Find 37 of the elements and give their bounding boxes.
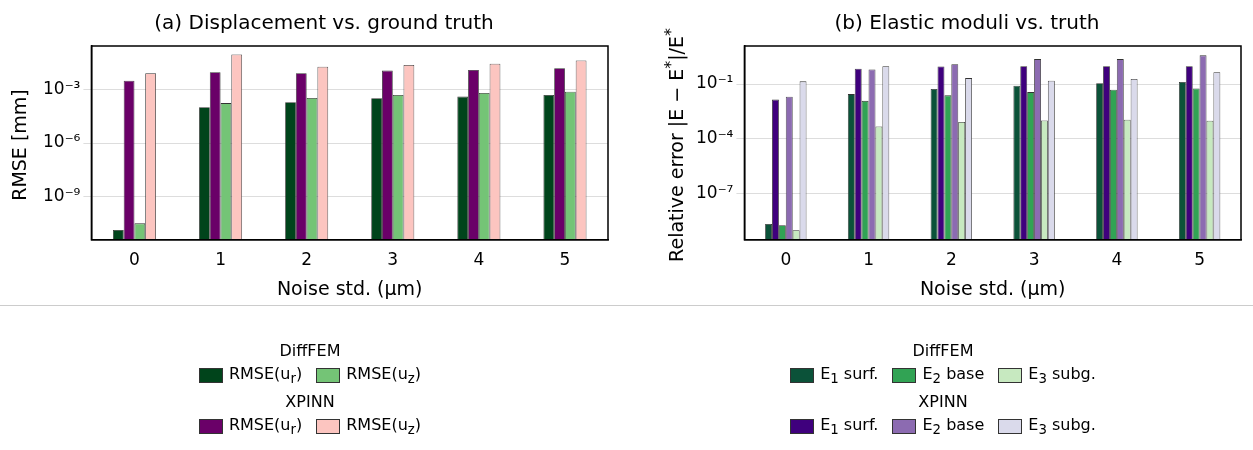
x-tick-label: 2 — [301, 249, 313, 270]
legend-label: E$_{1}$ surf. — [820, 364, 879, 387]
x-tick-label: 4 — [1111, 249, 1123, 270]
legend-label: E$_{3}$ subg. — [1028, 415, 1096, 438]
y-tick-label: 10⁻⁹ — [43, 185, 81, 206]
x-tick-label: 1 — [215, 249, 226, 270]
x-tick-label: 3 — [387, 249, 399, 270]
y-tick-label: 10⁻⁶ — [43, 131, 81, 152]
legend-label: RMSE(u$_{z}$) — [346, 364, 422, 387]
x-tick-label: 3 — [1028, 249, 1040, 270]
chart-title: (b) Elastic moduli vs. truth — [834, 10, 1100, 35]
x-tick-label: 2 — [945, 249, 957, 270]
x-tick-label: 5 — [1194, 249, 1206, 270]
legend-label: E$_{2}$ base — [922, 415, 985, 438]
legend-label: RMSE(u$_{r}$) — [228, 415, 303, 438]
legend-label: RMSE(u$_{r}$) — [228, 364, 303, 387]
text: XPINN — [917, 392, 969, 412]
x-tick-label: 0 — [780, 249, 792, 270]
x-tick-label: 5 — [559, 249, 571, 270]
x-axis-title: Noise std. (μm) — [919, 276, 1066, 299]
y-tick-label: 10⁻⁷ — [696, 182, 734, 203]
x-tick-label: 0 — [129, 249, 140, 270]
text: DiffFEM — [911, 341, 975, 360]
y-tick-label: 10⁻³ — [43, 77, 81, 98]
x-tick-label: 4 — [473, 249, 485, 270]
legend-label: E$_{2}$ base — [922, 364, 985, 387]
legend-label: E$_{3}$ subg. — [1028, 364, 1096, 387]
legend-label: RMSE(u$_{z}$) — [346, 415, 422, 438]
x-tick-label: 1 — [863, 249, 874, 270]
text: DiffFEM — [278, 341, 342, 360]
chart-title: (a) Displacement vs. ground truth — [154, 10, 494, 35]
y-tick-label: 10⁻¹ — [696, 72, 734, 93]
y-tick-label: 10⁻⁴ — [696, 127, 734, 148]
text: XPINN — [284, 392, 336, 412]
x-axis-title: Noise std. (μm) — [276, 276, 423, 299]
y-axis-title: RMSE [mm] — [8, 88, 30, 203]
legend-label: E$_{1}$ surf. — [820, 415, 879, 438]
